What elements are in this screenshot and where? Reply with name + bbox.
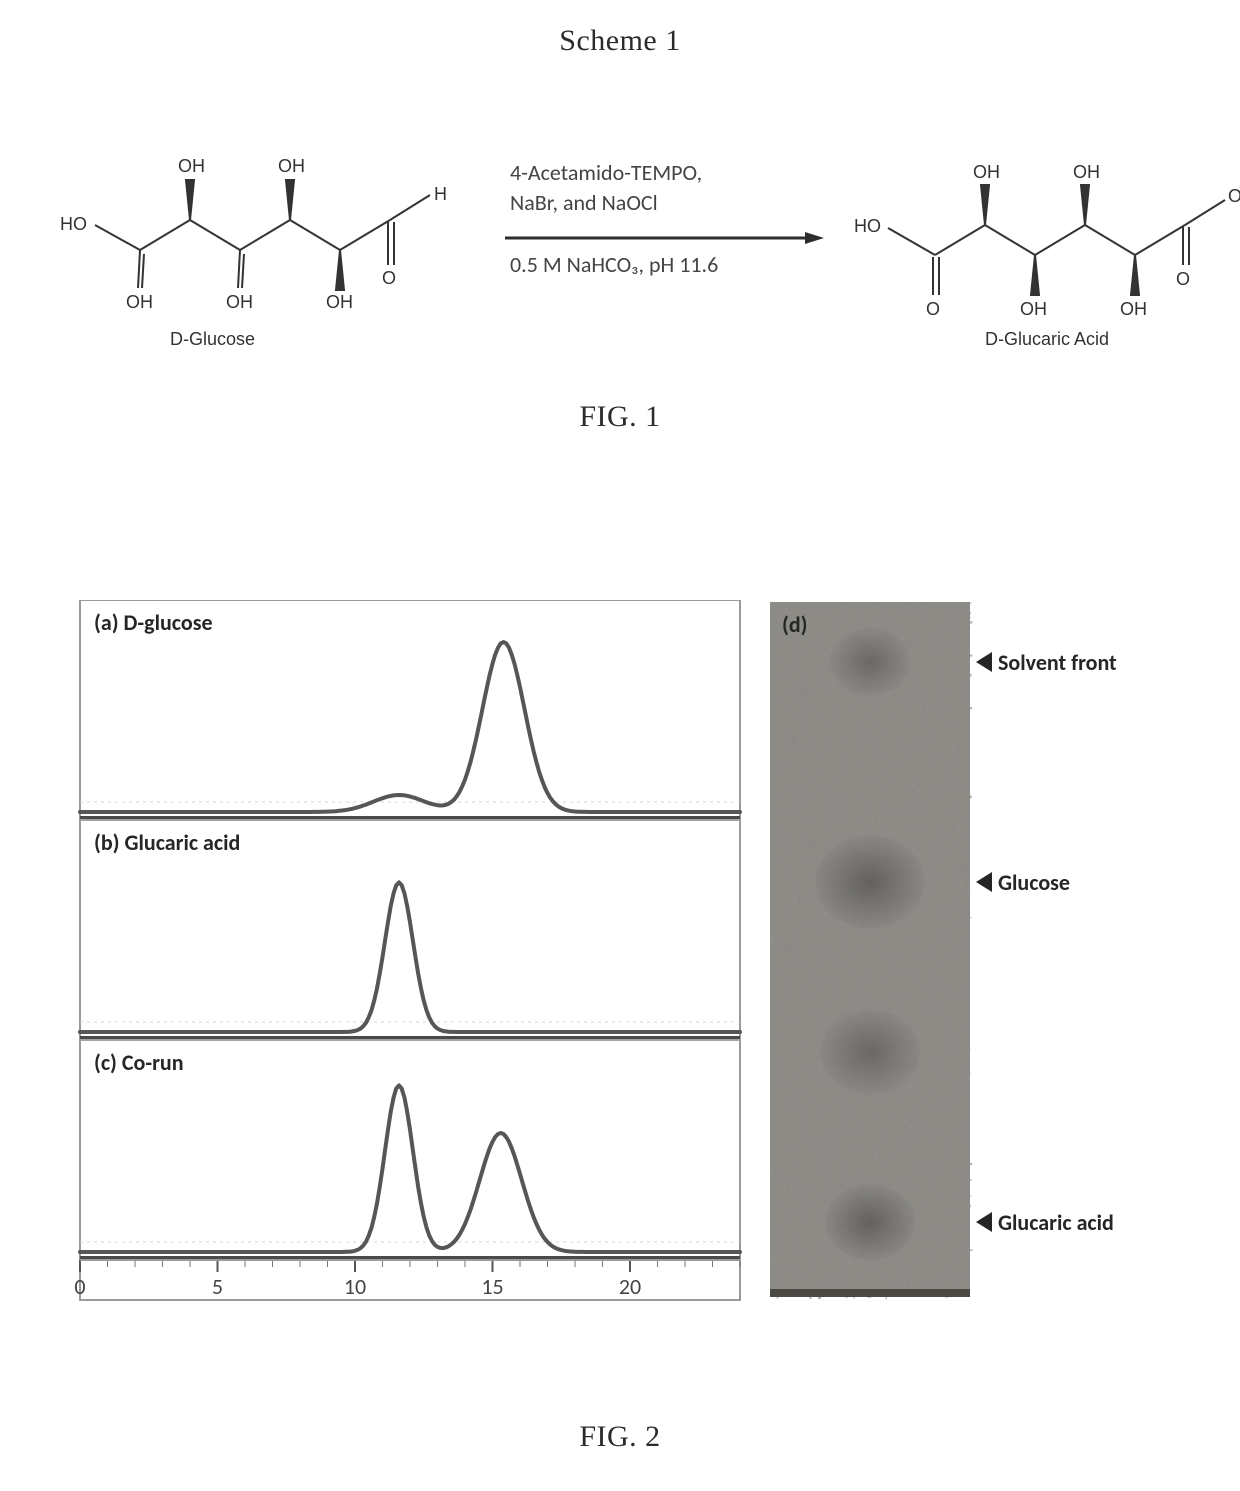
- panel-label: (c) Co-run: [94, 1049, 184, 1076]
- x-tick: 10: [344, 1273, 366, 1300]
- svg-text:OH: OH: [278, 156, 305, 176]
- svg-text:OH: OH: [1120, 299, 1147, 319]
- tlc-plate: [770, 602, 973, 1299]
- page-root: Scheme 1: [0, 0, 1240, 1491]
- fig1-caption: FIG. 1: [0, 400, 1240, 434]
- x-tick: 15: [481, 1273, 503, 1300]
- reagents-line-2: NaBr, and NaOCl: [510, 189, 658, 216]
- chromatogram-trace: [80, 642, 740, 812]
- scheme-reaction: HO OH OH OH OH OH O H D-Glucose 4-Acetam…: [0, 60, 1240, 360]
- fig2-caption: FIG. 2: [0, 1420, 1240, 1454]
- tlc-label: Glucose: [998, 869, 1070, 896]
- tlc-label: Glucaric acid: [998, 1209, 1114, 1236]
- tlc-arrow-icon: [976, 652, 992, 672]
- tlc-arrow-icon: [976, 1212, 992, 1232]
- figure-2: 0 5 10 15 20 (a) D-glucose (b) Glucaric acid (c…: [0, 600, 1240, 1390]
- svg-text:HO: HO: [854, 216, 881, 236]
- product-name: D-Glucaric Acid: [985, 329, 1109, 349]
- chromatogram-trace: [80, 882, 740, 1032]
- chromatogram-frame: [80, 600, 740, 1300]
- panel-label: (a) D-glucose: [94, 609, 213, 636]
- x-tick: 5: [212, 1273, 223, 1300]
- x-tick: 20: [619, 1273, 641, 1300]
- svg-text:O: O: [926, 299, 940, 319]
- svg-text:OH: OH: [1020, 299, 1047, 319]
- svg-text:OH: OH: [326, 292, 353, 312]
- svg-text:H: H: [434, 184, 447, 204]
- svg-text:HO: HO: [60, 214, 87, 234]
- x-tick: 0: [74, 1273, 85, 1300]
- panel-label: (b) Glucaric acid: [94, 829, 240, 856]
- tlc-panel-label: (d): [782, 611, 808, 638]
- tlc-arrow-icon: [976, 872, 992, 892]
- reagents-line-1: 4-Acetamido-TEMPO,: [510, 159, 702, 186]
- reactant-name: D-Glucose: [170, 329, 255, 349]
- scheme-title: Scheme 1: [0, 24, 1240, 58]
- product-structure: HO O OH OH OH OH O OH D-Glucaric Acid: [854, 162, 1240, 349]
- chromatogram-trace: [80, 1085, 740, 1252]
- svg-text:O: O: [1176, 269, 1190, 289]
- reaction-arrow: 4-Acetamido-TEMPO, NaBr, and NaOCl 0.5 M…: [505, 159, 824, 278]
- svg-text:O: O: [382, 268, 396, 288]
- svg-text:OH: OH: [1228, 186, 1240, 206]
- reaction-conditions: 0.5 M NaHCO₃, pH 11.6: [510, 251, 718, 278]
- svg-text:OH: OH: [126, 292, 153, 312]
- svg-text:OH: OH: [178, 156, 205, 176]
- svg-text:OH: OH: [1073, 162, 1100, 182]
- svg-text:OH: OH: [226, 292, 253, 312]
- svg-text:OH: OH: [973, 162, 1000, 182]
- reactant-structure: HO OH OH OH OH OH O H D-Glucose: [60, 156, 447, 349]
- tlc-label: Solvent front: [998, 649, 1117, 676]
